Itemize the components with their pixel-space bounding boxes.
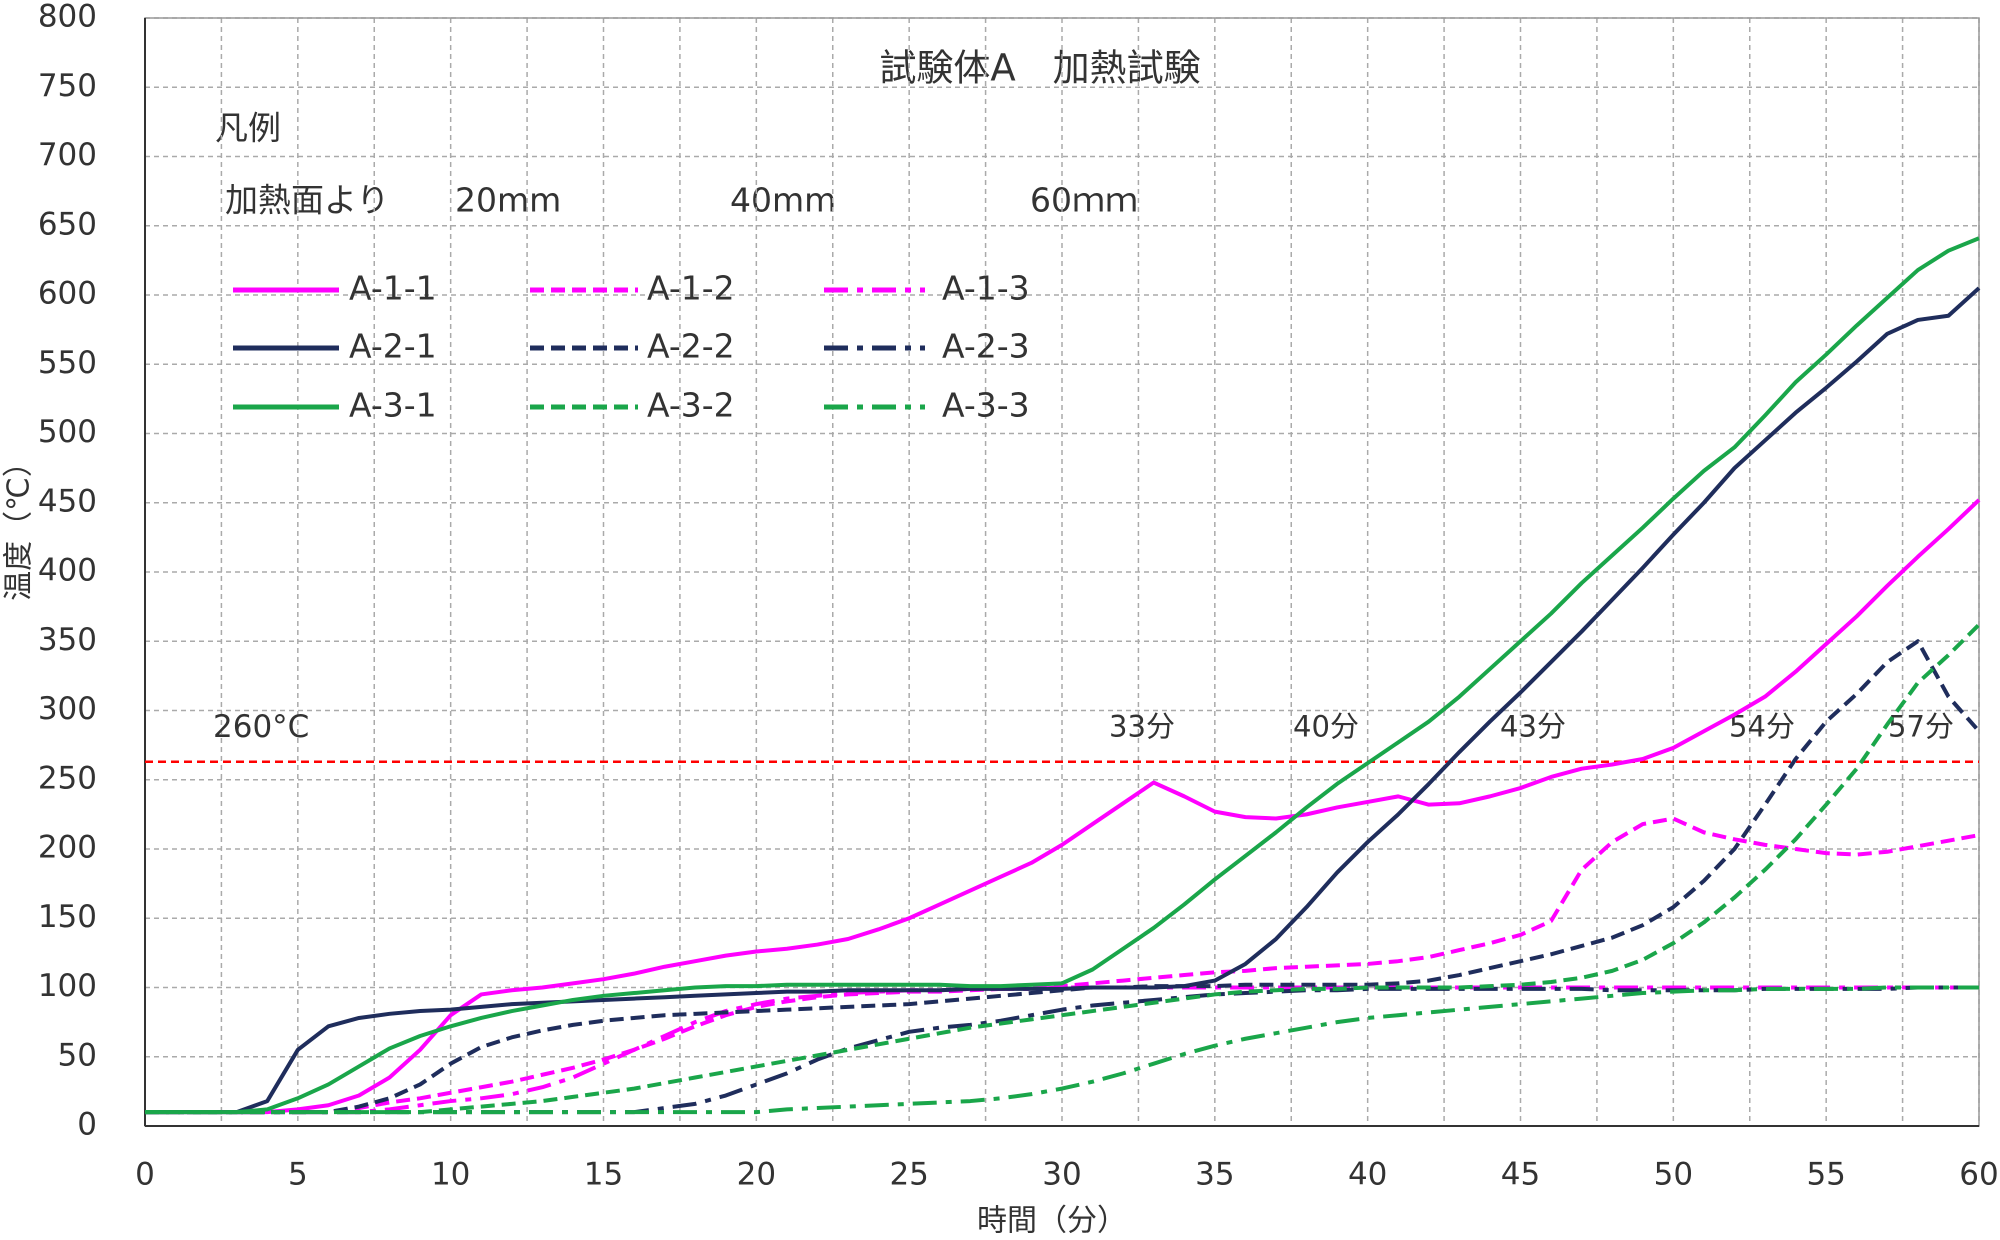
annotation: 43分 (1500, 710, 1566, 744)
annotation: 54分 (1729, 710, 1795, 744)
annotation: 57分 (1888, 710, 1954, 744)
y-tick-label: 750 (38, 68, 97, 104)
y-tick-label: 700 (38, 137, 97, 173)
legend-label: A-3-2 (647, 386, 735, 425)
x-tick-label: 20 (737, 1157, 776, 1193)
x-tick-label: 50 (1654, 1157, 1693, 1193)
x-tick-label: 55 (1806, 1157, 1845, 1193)
legend-label: A-2-2 (647, 327, 735, 366)
x-tick-label: 0 (135, 1157, 155, 1193)
x-tick-label: 30 (1042, 1157, 1081, 1193)
y-tick-label: 350 (38, 622, 97, 658)
y-axis-label: 温度（℃） (2, 447, 37, 601)
y-tick-label: 0 (77, 1107, 97, 1143)
x-axis-label: 時間（分） (977, 1204, 1127, 1239)
y-tick-label: 600 (38, 276, 97, 312)
x-tick-label: 45 (1501, 1157, 1540, 1193)
series-line (145, 623, 1981, 1115)
legend-label: A-3-3 (942, 386, 1030, 425)
y-tick-label: 450 (38, 483, 97, 519)
legend-header: 20mm (455, 181, 561, 220)
y-tick-label: 50 (58, 1037, 97, 1073)
x-tick-label: 15 (584, 1157, 623, 1193)
legend-header: 加熱面より (225, 181, 389, 220)
y-tick-label: 250 (38, 760, 97, 796)
chart-title: 試験体A 加熱試験 (879, 47, 1200, 90)
series-line (145, 236, 1980, 1115)
y-tick-label: 400 (38, 553, 97, 589)
y-tick-label: 500 (38, 414, 97, 450)
y-tick-label: 650 (38, 206, 97, 242)
x-tick-label: 10 (431, 1157, 470, 1193)
legend-label: A-1-2 (647, 269, 735, 308)
y-tick-label: 800 (38, 0, 97, 35)
y-tick-label: 100 (38, 968, 97, 1004)
threshold-label: 260°C (213, 709, 309, 745)
y-tick-label: 200 (38, 830, 97, 866)
legend-header: 60ｍｍ (1030, 181, 1138, 220)
annotation: 40分 (1293, 710, 1359, 744)
x-tick-label: 40 (1348, 1157, 1387, 1193)
series-line (145, 639, 1981, 1115)
legend-label: A-2-3 (942, 327, 1030, 366)
series-line (145, 498, 1981, 1115)
legend-title: 凡例 (215, 109, 281, 148)
y-tick-label: 550 (38, 345, 97, 381)
x-tick-label: 35 (1195, 1157, 1234, 1193)
legend-header: 40mm (730, 181, 836, 220)
y-tick-label: 300 (38, 691, 97, 727)
series-line (145, 985, 1979, 1115)
legend-label: A-1-1 (349, 269, 437, 308)
legend-label: A-1-3 (942, 269, 1030, 308)
legend-label: A-2-1 (349, 327, 437, 366)
annotation: 33分 (1109, 710, 1175, 744)
x-tick-label: 60 (1959, 1157, 1998, 1193)
legend-label: A-3-1 (349, 386, 437, 425)
x-tick-label: 25 (889, 1157, 928, 1193)
x-tick-label: 5 (288, 1157, 308, 1193)
y-tick-label: 150 (38, 899, 97, 935)
